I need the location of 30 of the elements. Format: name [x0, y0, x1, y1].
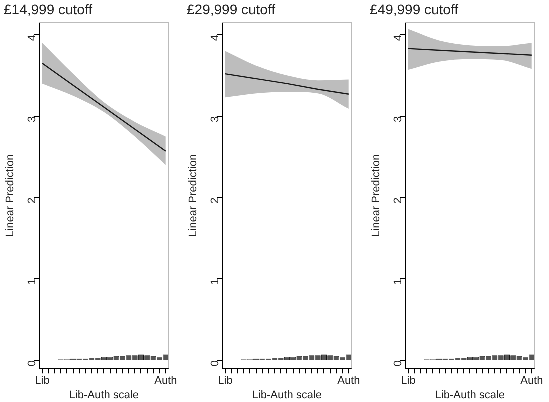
x-tick-label: Auth — [520, 375, 544, 388]
y-tick-label: 2 — [26, 198, 38, 204]
y-tick-label: 1 — [209, 279, 222, 286]
y-tick-label: 4 — [209, 35, 222, 42]
y-tick-label: 1 — [392, 279, 404, 286]
y-tick-label: 3 — [209, 116, 222, 122]
y-tick-label: 1 — [26, 279, 38, 286]
x-axis-title: Lib-Auth scale — [435, 389, 506, 402]
y-tick-label: 3 — [26, 116, 38, 122]
y-tick-label: 2 — [392, 198, 404, 204]
y-axis-title: Linear Prediction — [370, 154, 383, 237]
y-tick-label: 3 — [392, 116, 404, 122]
chart-title: £29,999 cutoff — [187, 1, 276, 18]
y-tick-label: 4 — [26, 35, 38, 42]
chart-title: £14,999 cutoff — [4, 1, 93, 18]
y-tick-label: 4 — [392, 35, 404, 42]
y-tick-label: 0 — [26, 360, 38, 367]
x-tick-label: Lib — [218, 375, 233, 388]
x-tick-label: Auth — [154, 375, 178, 388]
x-tick-label: Lib — [35, 375, 50, 388]
y-axis-title: Linear Prediction — [4, 154, 17, 237]
y-axis-title: Linear Prediction — [188, 154, 200, 237]
x-axis-title: Lib-Auth scale — [69, 389, 140, 402]
x-axis-title: Lib-Auth scale — [252, 389, 322, 402]
x-tick-label: Auth — [338, 375, 360, 388]
y-tick-label: 0 — [392, 360, 404, 367]
x-tick-label: Lib — [401, 375, 416, 388]
y-tick-label: 0 — [209, 360, 222, 367]
chart-title: £49,999 cutoff — [370, 1, 459, 18]
y-tick-label: 2 — [209, 198, 222, 204]
